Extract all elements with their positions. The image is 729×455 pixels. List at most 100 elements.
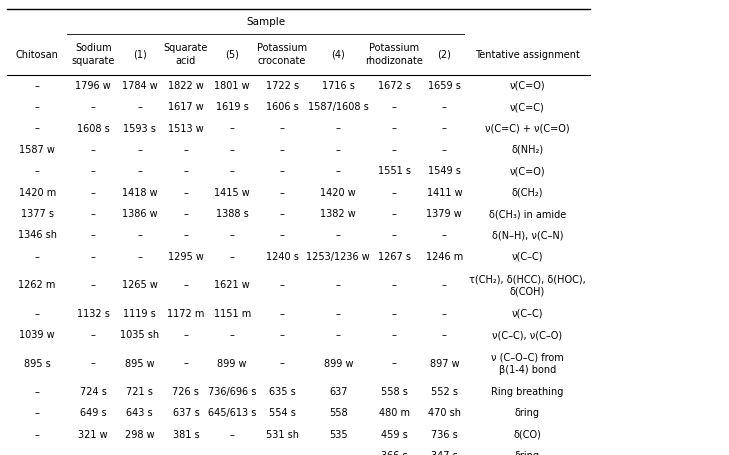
Text: 1420 m: 1420 m [18, 188, 56, 197]
Text: –: – [280, 167, 284, 176]
Text: –: – [392, 330, 397, 340]
Text: ν(C=O): ν(C=O) [510, 81, 545, 91]
Text: –: – [91, 330, 95, 340]
Text: 1784 w: 1784 w [122, 81, 157, 91]
Text: –: – [91, 231, 95, 240]
Text: –: – [392, 309, 397, 318]
Text: –: – [35, 430, 39, 440]
Text: Sample: Sample [246, 17, 285, 26]
Text: –: – [230, 451, 235, 455]
Text: –: – [392, 231, 397, 240]
Text: ν(C=C): ν(C=C) [510, 102, 545, 112]
Text: –: – [35, 124, 39, 133]
Text: 558: 558 [329, 409, 348, 418]
Text: 1659 s: 1659 s [428, 81, 461, 91]
Text: (4): (4) [332, 50, 345, 60]
Text: 637: 637 [329, 387, 348, 397]
Text: –: – [392, 209, 397, 219]
Text: –: – [442, 330, 447, 340]
Text: δ(CH₃) in amide: δ(CH₃) in amide [489, 209, 566, 219]
Text: δring: δring [515, 409, 540, 418]
Text: –: – [35, 102, 39, 112]
Text: –: – [392, 124, 397, 133]
Text: –: – [230, 145, 235, 155]
Text: –: – [280, 280, 284, 290]
Text: 1415 w: 1415 w [214, 188, 250, 197]
Text: –: – [392, 145, 397, 155]
Text: Chitosan: Chitosan [16, 50, 58, 60]
Text: 1551 s: 1551 s [378, 167, 411, 176]
Text: –: – [184, 145, 188, 155]
Text: δ(NH₂): δ(NH₂) [511, 145, 544, 155]
Text: 381 s: 381 s [173, 430, 199, 440]
Text: 1172 m: 1172 m [167, 309, 205, 318]
Text: –: – [184, 209, 188, 219]
Text: 298 w: 298 w [125, 430, 155, 440]
Text: 897 w: 897 w [429, 359, 459, 369]
Text: –: – [91, 451, 95, 455]
Text: 1265 w: 1265 w [122, 280, 157, 290]
Text: –: – [91, 102, 95, 112]
Text: δ(N–H), ν(C–N): δ(N–H), ν(C–N) [491, 231, 564, 240]
Text: –: – [392, 188, 397, 197]
Text: –: – [280, 145, 284, 155]
Text: 1151 m: 1151 m [214, 309, 251, 318]
Text: 1513 w: 1513 w [168, 124, 204, 133]
Text: 1411 w: 1411 w [426, 188, 462, 197]
Text: –: – [336, 330, 340, 340]
Text: –: – [91, 209, 95, 219]
Text: –: – [280, 188, 284, 197]
Text: –: – [442, 124, 447, 133]
Text: Ring breathing: Ring breathing [491, 387, 564, 397]
Text: 645/613 s: 645/613 s [208, 409, 257, 418]
Text: –: – [35, 81, 39, 91]
Text: 554 s: 554 s [269, 409, 295, 418]
Text: –: – [336, 451, 340, 455]
Text: –: – [35, 387, 39, 397]
Text: 470 sh: 470 sh [428, 409, 461, 418]
Text: –: – [230, 231, 235, 240]
Text: 1593 s: 1593 s [123, 124, 156, 133]
Text: –: – [91, 280, 95, 290]
Text: –: – [35, 167, 39, 176]
Text: –: – [336, 280, 340, 290]
Text: –: – [336, 309, 340, 318]
Text: 1346 sh: 1346 sh [17, 231, 57, 240]
Text: 1377 s: 1377 s [20, 209, 54, 219]
Text: 899 w: 899 w [324, 359, 353, 369]
Text: 1382 w: 1382 w [320, 209, 356, 219]
Text: –: – [280, 231, 284, 240]
Text: –: – [35, 252, 39, 262]
Text: 635 s: 635 s [269, 387, 295, 397]
Text: Tentative assignment: Tentative assignment [475, 50, 580, 60]
Text: –: – [184, 167, 188, 176]
Text: –: – [137, 451, 142, 455]
Text: 1240 s: 1240 s [265, 252, 299, 262]
Text: 1672 s: 1672 s [378, 81, 411, 91]
Text: –: – [392, 280, 397, 290]
Text: –: – [230, 124, 235, 133]
Text: –: – [91, 167, 95, 176]
Text: ν(C=C) + ν(C=O): ν(C=C) + ν(C=O) [485, 124, 570, 133]
Text: –: – [137, 252, 142, 262]
Text: 637 s: 637 s [173, 409, 199, 418]
Text: –: – [280, 124, 284, 133]
Text: 535: 535 [329, 430, 348, 440]
Text: 1039 w: 1039 w [20, 330, 55, 340]
Text: (5): (5) [225, 50, 239, 60]
Text: –: – [336, 167, 340, 176]
Text: –: – [442, 280, 447, 290]
Text: τ(CH₂), δ(HCC), δ(HOC),
δ(COH): τ(CH₂), δ(HCC), δ(HOC), δ(COH) [469, 274, 586, 297]
Text: 552 s: 552 s [431, 387, 458, 397]
Text: δ(CO): δ(CO) [513, 430, 542, 440]
Text: –: – [392, 102, 397, 112]
Text: 1379 w: 1379 w [426, 209, 462, 219]
Text: 1295 w: 1295 w [168, 252, 204, 262]
Text: 649 s: 649 s [80, 409, 106, 418]
Text: 895 s: 895 s [24, 359, 50, 369]
Text: 321 w: 321 w [79, 430, 108, 440]
Text: Potassium
rhodizonate: Potassium rhodizonate [365, 43, 424, 66]
Text: ν(C–C), ν(C–O): ν(C–C), ν(C–O) [492, 330, 563, 340]
Text: ν(C–C): ν(C–C) [512, 252, 543, 262]
Text: –: – [336, 124, 340, 133]
